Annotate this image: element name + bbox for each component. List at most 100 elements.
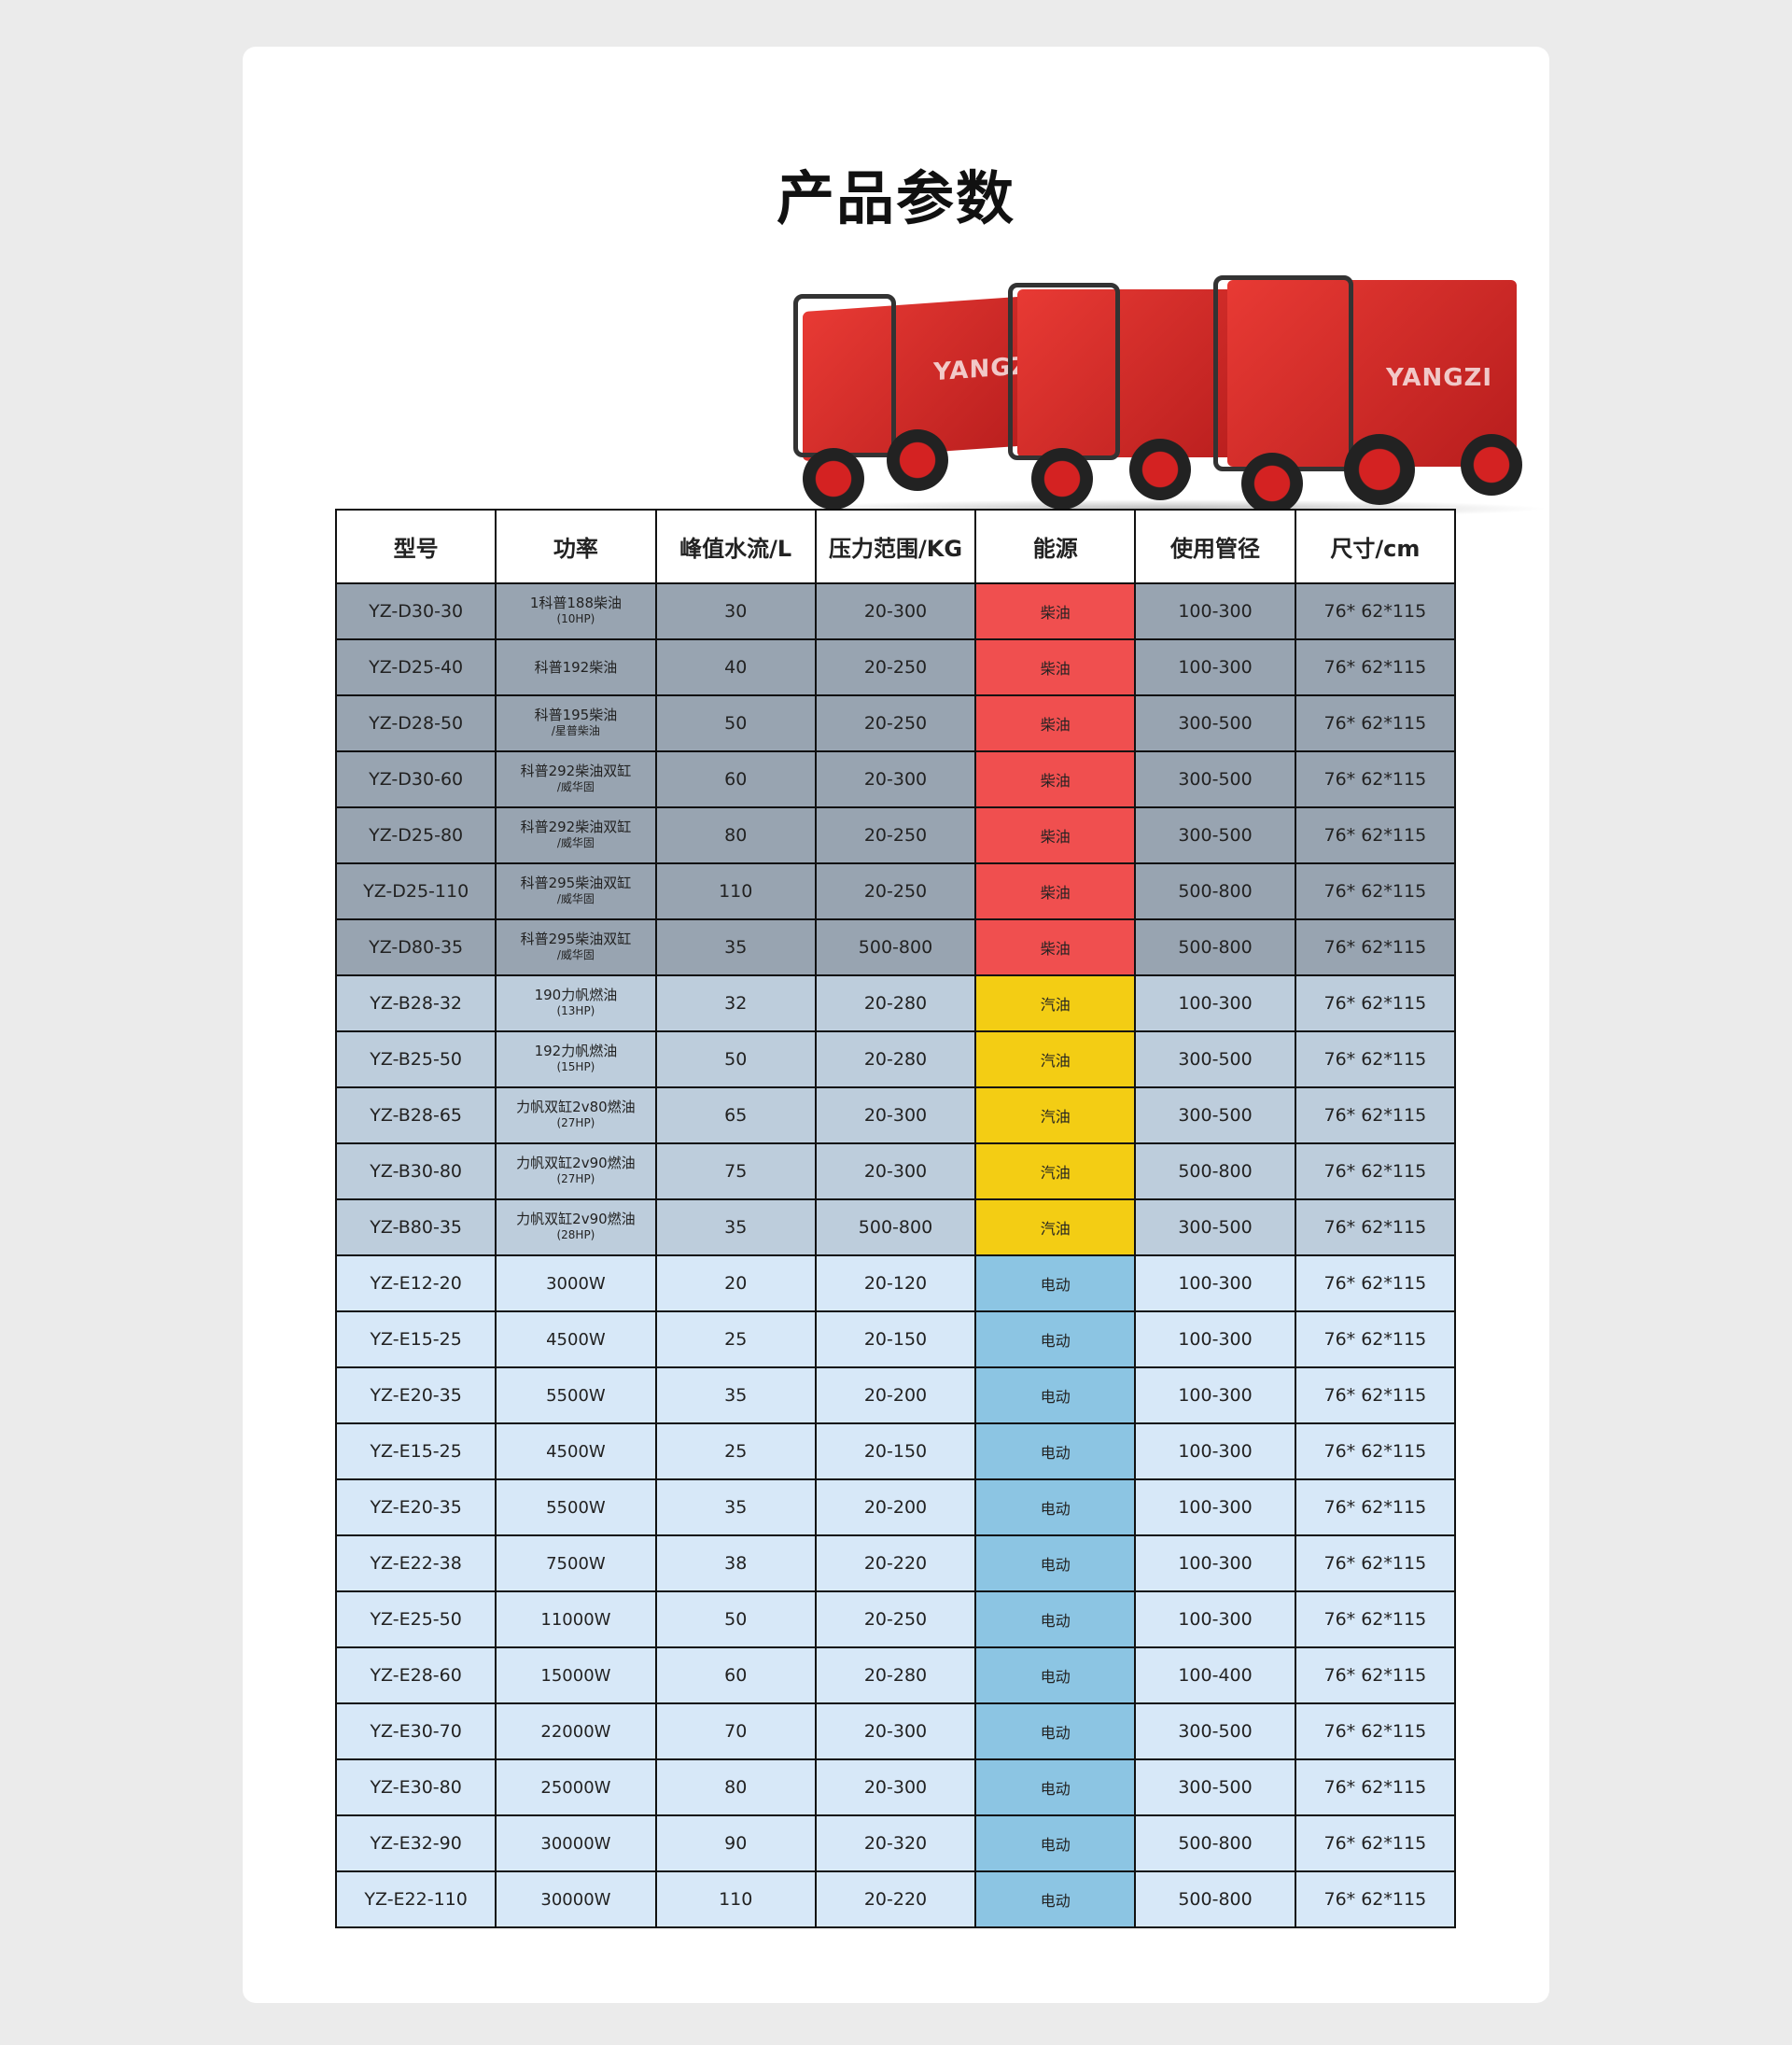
cell-power: 5500W	[495, 1478, 657, 1536]
table-row: YZ-E22-38 7500W 38 20-220 电动 100-300 76* 62*11…	[334, 1534, 1457, 1592]
table-row: YZ-D25-110 科普295柴油双缸/威华固 110 20-250 柴油 500-80…	[334, 862, 1457, 920]
cell-model: YZ-E22-38	[334, 1534, 497, 1592]
cell-model: YZ-D25-80	[334, 806, 497, 864]
power-main: 22000W	[540, 1721, 611, 1742]
wheel	[1344, 434, 1415, 505]
cell-pressure: 20-300	[814, 1702, 977, 1760]
cell-size: 76* 62*115	[1294, 1478, 1457, 1536]
cell-power: 力帆双缸2v90燃油 (28HP)	[495, 1198, 657, 1256]
table-row: YZ-D25-80 科普292柴油双缸/威华固 80 20-250 柴油 300-500 7…	[334, 806, 1457, 864]
cell-flow: 35	[654, 1198, 817, 1256]
cell-pressure: 20-150	[814, 1310, 977, 1368]
cell-size: 76* 62*115	[1294, 806, 1457, 864]
cell-flow: 50	[654, 1590, 817, 1648]
cell-pressure: 20-200	[814, 1478, 977, 1536]
cell-pipe: 500-800	[1134, 862, 1296, 920]
cell-source: 柴油	[974, 862, 1137, 920]
cell-model: YZ-E22-110	[334, 1870, 497, 1928]
table-row: YZ-E20-35 5500W 35 20-200 电动 100-300 76* 62*11…	[334, 1478, 1457, 1536]
table-row: YZ-E28-60 15000W 60 20-280 电动 100-400 76* 62*1…	[334, 1646, 1457, 1704]
cell-pipe: 500-800	[1134, 918, 1296, 976]
cell-power: 科普192柴油	[495, 638, 657, 696]
machine-middle	[1017, 289, 1260, 457]
cell-pipe: 500-800	[1134, 1142, 1296, 1200]
table-row: YZ-E20-35 5500W 35 20-200 电动 100-300 76* 62*11…	[334, 1366, 1457, 1424]
cell-size: 76* 62*115	[1294, 1534, 1457, 1592]
cell-model: YZ-B30-80	[334, 1142, 497, 1200]
power-main: 7500W	[546, 1553, 606, 1574]
cell-power: 22000W	[495, 1702, 657, 1760]
header-model: 型号	[334, 509, 497, 584]
cell-pipe: 300-500	[1134, 806, 1296, 864]
cell-pressure: 20-250	[814, 1590, 977, 1648]
cell-power: 科普292柴油双缸/威华固	[495, 806, 657, 864]
cell-source: 电动	[974, 1478, 1137, 1536]
header-power: 功率	[495, 509, 657, 584]
cell-source: 电动	[974, 1590, 1137, 1648]
power-main: 科普195柴油	[534, 707, 618, 723]
cell-flow: 20	[654, 1254, 817, 1312]
power-main: 5500W	[546, 1385, 606, 1406]
power-main: 30000W	[540, 1889, 611, 1910]
power-sub: /威华固	[556, 836, 595, 849]
cell-pressure: 20-220	[814, 1870, 977, 1928]
table-row: YZ-D25-40 科普192柴油 40 20-250 柴油 100-300 76* 62*…	[334, 638, 1457, 696]
wheel	[1461, 434, 1522, 496]
table-row: YZ-D28-50 科普195柴油/星普柴油 50 20-250 柴油 300-500 76…	[334, 694, 1457, 752]
cell-model: YZ-B28-65	[334, 1086, 497, 1144]
power-sub: (15HP)	[556, 1060, 595, 1073]
table-row: YZ-B28-32 190力帆燃油 (13HP) 32 20-280 汽油 100-300 7…	[334, 974, 1457, 1032]
power-sub: /威华固	[556, 780, 595, 793]
power-main: 科普192柴油	[534, 658, 618, 676]
cell-pipe: 100-300	[1134, 638, 1296, 696]
cell-pressure: 20-150	[814, 1422, 977, 1480]
cell-size: 76* 62*115	[1294, 1814, 1457, 1872]
cell-size: 76* 62*115	[1294, 1646, 1457, 1704]
table-row: YZ-B28-65 力帆双缸2v80燃油 (27HP) 65 20-300 汽油 300-5…	[334, 1086, 1457, 1144]
cell-flow: 50	[654, 1030, 817, 1088]
cell-pressure: 20-220	[814, 1534, 977, 1592]
table-row: YZ-E22-110 30000W 110 20-220 电动 500-800 76* 62…	[334, 1870, 1457, 1928]
cell-flow: 65	[654, 1086, 817, 1144]
cell-model: YZ-E28-60	[334, 1646, 497, 1704]
cell-source: 柴油	[974, 582, 1137, 640]
power-sub: (28HP)	[556, 1228, 595, 1241]
cell-pressure: 20-250	[814, 862, 977, 920]
cell-pressure: 500-800	[814, 918, 977, 976]
wheel	[1129, 439, 1191, 500]
cell-flow: 110	[654, 1870, 817, 1928]
cell-model: YZ-E20-35	[334, 1366, 497, 1424]
cell-source: 电动	[974, 1366, 1137, 1424]
cell-power: 30000W	[495, 1814, 657, 1872]
power-main: 1科普188柴油	[529, 595, 623, 611]
cell-power: 4500W	[495, 1310, 657, 1368]
cell-pipe: 300-500	[1134, 750, 1296, 808]
power-sub: (13HP)	[556, 1004, 595, 1017]
table-header-row: 型号 功率 峰值水流/L 压力范围/KG 能源 使用管径 尺寸/cm	[334, 509, 1457, 584]
cell-pipe: 300-500	[1134, 1086, 1296, 1144]
cell-pipe: 100-300	[1134, 1254, 1296, 1312]
cell-model: YZ-E30-70	[334, 1702, 497, 1760]
cell-model: YZ-D30-30	[334, 582, 497, 640]
power-main: 4500W	[546, 1329, 606, 1350]
cell-power: 25000W	[495, 1758, 657, 1816]
table-row: YZ-E30-70 22000W 70 20-300 电动 300-500 76* 62*1…	[334, 1702, 1457, 1760]
cell-model: YZ-E30-80	[334, 1758, 497, 1816]
cell-power: 科普295柴油双缸/威华固	[495, 862, 657, 920]
cell-size: 76* 62*115	[1294, 918, 1457, 976]
cell-flow: 80	[654, 1758, 817, 1816]
cell-pipe: 100-400	[1134, 1646, 1296, 1704]
cell-flow: 25	[654, 1310, 817, 1368]
machine-frame	[1008, 283, 1120, 460]
cell-flow: 25	[654, 1422, 817, 1480]
cell-flow: 40	[654, 638, 817, 696]
cell-model: YZ-B25-50	[334, 1030, 497, 1088]
header-source: 能源	[974, 509, 1137, 584]
table-row: YZ-E25-50 11000W 50 20-250 电动 100-300 76* 62*1…	[334, 1590, 1457, 1648]
cell-power: 5500W	[495, 1366, 657, 1424]
cell-source: 电动	[974, 1814, 1137, 1872]
cell-power: 1科普188柴油 (10HP)	[495, 582, 657, 640]
power-sub: (27HP)	[556, 1116, 595, 1129]
cell-pressure: 20-120	[814, 1254, 977, 1312]
cell-source: 柴油	[974, 638, 1137, 696]
